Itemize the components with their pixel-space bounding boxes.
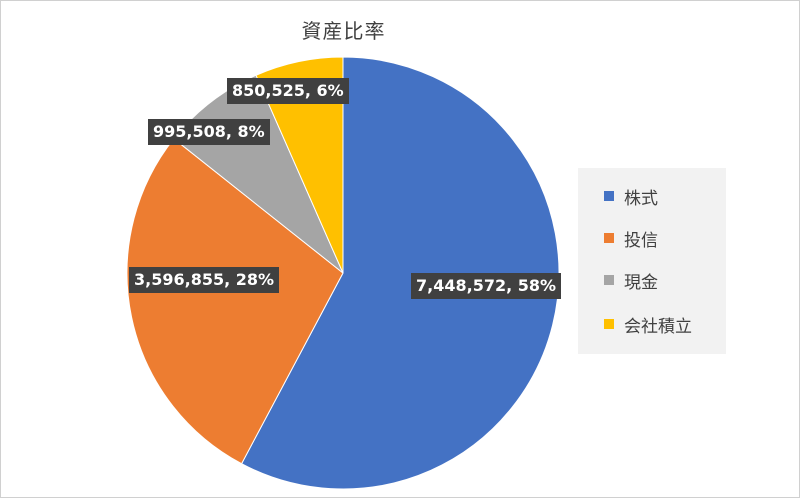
chart-title: 資産比率: [301, 19, 386, 43]
legend-swatch-icon: [604, 275, 614, 285]
pie-slice-kaisha-tsumitate[interactable]: [255, 56, 344, 274]
legend-item-kaisha-tsumitate[interactable]: 会社積立: [604, 312, 692, 337]
legend-label: 会社積立: [624, 316, 692, 337]
data-label-kabushiki: 7,448,572, 58%: [411, 273, 562, 299]
legend-swatch-icon: [604, 233, 614, 243]
pie-slice-toushin[interactable]: [126, 137, 344, 465]
pie-slice-kabushiki[interactable]: [240, 56, 560, 490]
legend-item-genkin[interactable]: 現金: [604, 268, 658, 293]
legend: 株式 投信 現金 会社積立: [578, 168, 726, 354]
data-label-toushin: 3,596,855, 28%: [129, 267, 280, 293]
data-label-genkin: 995,508, 8%: [148, 119, 270, 145]
legend-swatch-icon: [604, 319, 614, 329]
legend-item-toushin[interactable]: 投信: [604, 226, 658, 251]
legend-swatch-icon: [604, 191, 614, 201]
legend-item-kabushiki[interactable]: 株式: [604, 184, 658, 209]
legend-label: 現金: [624, 272, 658, 293]
data-label-kaisha-tsumitate: 850,525, 6%: [227, 78, 349, 104]
legend-label: 投信: [624, 230, 658, 251]
legend-label: 株式: [624, 188, 658, 209]
